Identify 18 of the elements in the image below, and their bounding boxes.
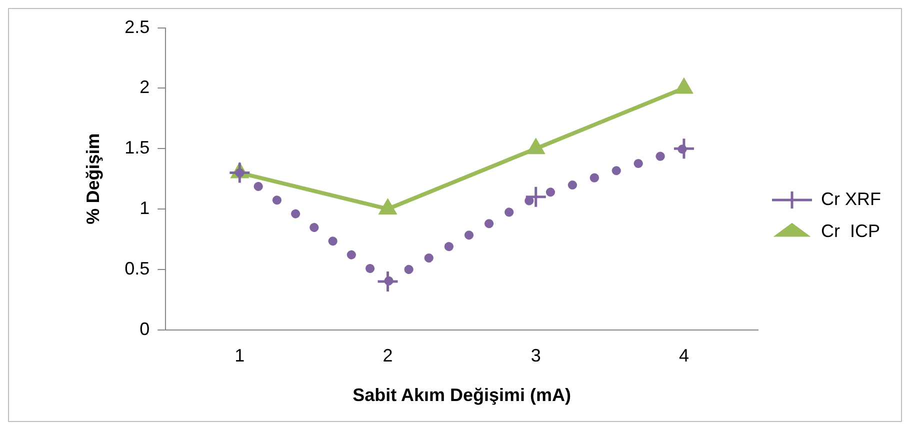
legend-label: Cr XRF [821,188,882,209]
x-tick-label: 1 [234,346,245,366]
y-axis-title: % Değişim [82,133,103,224]
y-tick-label: 2.5 [124,16,150,37]
y-tick-label: 1.5 [124,138,150,158]
point [524,186,548,208]
y-tick-label: 0 [140,318,150,339]
legend-label: Cr ICP [821,220,880,241]
point [526,138,546,154]
x-tick-label: 4 [678,346,689,366]
point [376,270,400,293]
x-axis-title: Sabit Akım Değişimi (mA) [352,385,572,406]
x-tick-label: 3 [530,346,541,366]
y-tick-label: 0.5 [124,258,150,278]
point [674,78,694,94]
y-tick-label: 1 [140,198,150,218]
x-tick-label: 2 [382,346,393,366]
y-tick-label: 2 [140,77,150,98]
